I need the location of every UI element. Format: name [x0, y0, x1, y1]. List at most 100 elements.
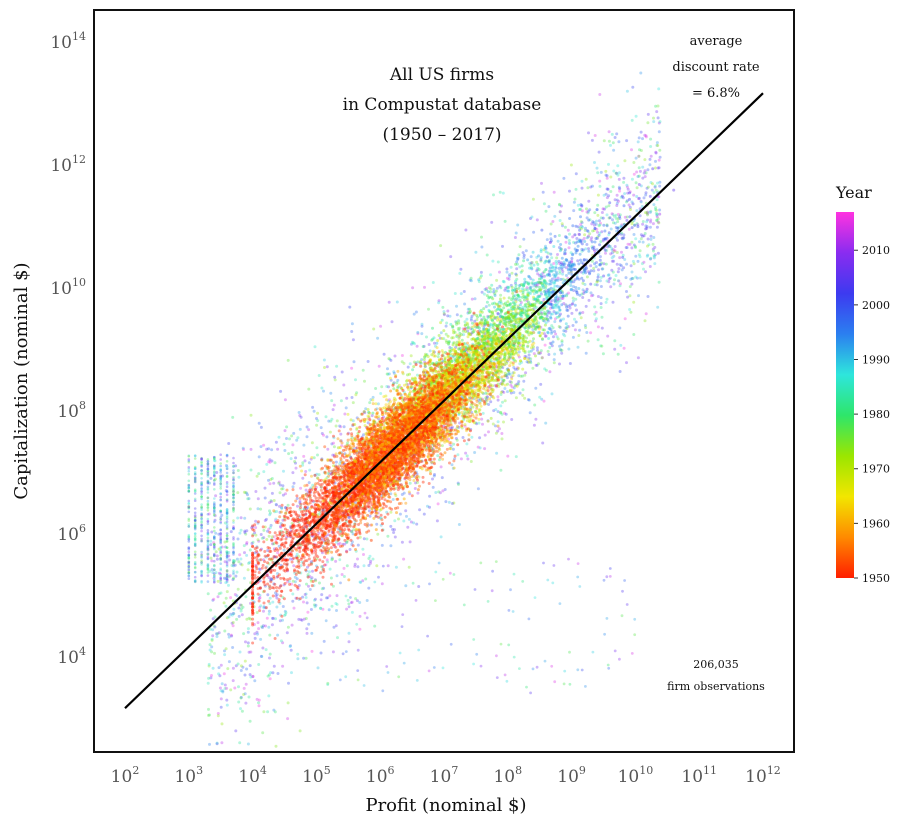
data-point — [629, 208, 632, 211]
data-point — [516, 223, 520, 227]
data-point — [270, 535, 274, 539]
data-point — [611, 185, 615, 189]
data-point — [646, 185, 650, 189]
data-point — [270, 623, 274, 627]
data-point — [558, 219, 562, 222]
data-point — [512, 366, 516, 369]
data-point — [229, 612, 233, 616]
data-point — [646, 218, 650, 222]
data-point — [251, 533, 255, 537]
data-point — [509, 265, 513, 269]
data-point — [314, 536, 318, 540]
data-point — [385, 372, 389, 376]
data-point — [259, 533, 263, 536]
data-point — [510, 328, 514, 332]
data-point — [521, 367, 525, 371]
data-point — [275, 510, 279, 513]
data-point — [570, 260, 573, 264]
data-point — [642, 196, 646, 200]
plot-frame — [93, 9, 795, 753]
data-point — [508, 380, 512, 384]
data-point — [442, 313, 446, 317]
data-point — [347, 631, 351, 635]
data-point — [230, 564, 234, 567]
data-point — [277, 435, 281, 439]
data-point — [335, 419, 339, 423]
data-point — [243, 551, 246, 555]
data-point — [267, 694, 271, 698]
data-point — [548, 370, 552, 374]
data-point — [635, 186, 639, 190]
data-point — [289, 588, 293, 592]
data-point — [393, 519, 397, 523]
data-point — [281, 618, 284, 622]
data-point — [642, 171, 646, 175]
data-point — [598, 223, 602, 227]
data-point — [229, 633, 233, 637]
data-point — [279, 389, 283, 393]
data-point — [239, 603, 242, 607]
data-point — [587, 199, 591, 203]
data-point — [625, 200, 628, 204]
data-point — [436, 339, 440, 342]
data-point — [316, 453, 319, 457]
data-point — [496, 311, 500, 315]
data-point — [630, 200, 634, 204]
data-point — [239, 528, 243, 532]
data-point — [649, 154, 653, 158]
data-point — [596, 203, 600, 207]
data-point — [630, 226, 634, 230]
data-point — [601, 216, 605, 220]
data-point — [244, 595, 248, 599]
data-point — [366, 421, 370, 425]
data-point — [528, 261, 532, 265]
data-point — [335, 574, 339, 578]
data-point — [264, 517, 268, 521]
data-point — [306, 575, 310, 578]
data-point — [619, 282, 622, 286]
data-point — [316, 666, 320, 670]
data-point — [514, 279, 518, 283]
data-point — [459, 457, 463, 461]
data-point — [610, 132, 614, 136]
data-point — [246, 497, 250, 501]
data-point — [346, 598, 350, 602]
data-point — [377, 364, 381, 368]
data-point — [576, 259, 580, 263]
data-point — [268, 458, 272, 462]
data-point — [555, 315, 559, 319]
data-point — [597, 150, 601, 154]
data-point — [615, 198, 619, 202]
data-point — [265, 573, 269, 577]
data-point — [531, 278, 535, 282]
data-point — [396, 385, 400, 389]
data-point — [320, 386, 324, 390]
data-point — [382, 352, 386, 356]
data-point — [491, 259, 495, 263]
data-point — [309, 490, 313, 494]
data-point — [459, 314, 463, 318]
data-point — [646, 253, 650, 257]
data-point — [291, 485, 295, 489]
data-point — [267, 447, 271, 451]
data-point — [618, 263, 622, 267]
data-point — [380, 385, 384, 389]
data-point — [555, 335, 559, 339]
data-point — [220, 513, 224, 517]
data-point — [309, 561, 313, 565]
data-point — [243, 516, 247, 520]
data-point — [496, 398, 500, 402]
data-point — [373, 624, 377, 628]
data-point — [541, 441, 545, 445]
data-point — [311, 569, 314, 573]
data-point — [224, 604, 228, 608]
data-point — [648, 265, 652, 268]
data-point — [436, 502, 440, 506]
data-point — [653, 184, 657, 188]
data-point — [305, 435, 309, 439]
data-point — [539, 292, 543, 296]
data-point — [521, 289, 525, 293]
data-point — [538, 331, 542, 334]
data-point — [642, 260, 646, 264]
data-point — [291, 592, 295, 596]
